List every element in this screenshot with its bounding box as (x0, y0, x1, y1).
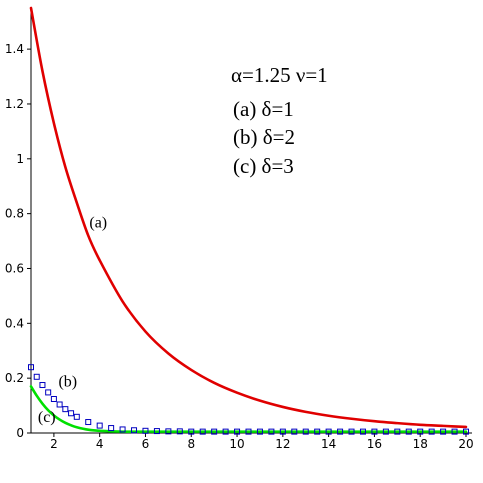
data-point (451, 428, 458, 435)
data-point (256, 428, 263, 435)
x-tick-label: 18 (413, 437, 428, 451)
data-point (33, 373, 40, 380)
data-point (314, 428, 321, 435)
x-tick-label: 10 (229, 437, 244, 451)
data-point (405, 428, 412, 435)
y-tick-label: 0.6 (5, 261, 24, 275)
series-line-c (29, 385, 468, 433)
curve-label: (c) (38, 409, 56, 426)
data-point (50, 396, 57, 402)
y-tick-label: 0.8 (5, 207, 24, 221)
x-tick-label: 6 (142, 437, 150, 451)
y-tick-label: 1.2 (5, 97, 24, 111)
data-point (234, 428, 241, 435)
data-point (394, 428, 401, 435)
data-point (268, 428, 275, 435)
y-tick-label: 1.4 (5, 42, 24, 56)
data-point (176, 428, 183, 435)
x-tick-label: 20 (458, 437, 473, 451)
data-point (62, 406, 69, 413)
data-point (382, 428, 389, 435)
data-point (165, 428, 172, 435)
x-tick-label: 16 (367, 437, 382, 451)
data-point (337, 428, 344, 435)
legend-line-params: α=1.25 ν=1 (231, 63, 328, 87)
data-point (85, 419, 92, 426)
data-point (245, 428, 252, 435)
data-point (463, 428, 469, 435)
data-point (371, 428, 378, 435)
series-a (29, 6, 468, 429)
data-point (56, 401, 63, 408)
legend-line-b: (b) δ=2 (233, 125, 295, 149)
x-tick-label: 12 (275, 437, 290, 451)
data-point (45, 389, 52, 396)
data-point (39, 382, 46, 389)
y-ticks: 0 0.2 0.4 0.6 0.8 1 1.2 1.4 (5, 42, 31, 440)
series-line-a (29, 6, 468, 429)
data-point (302, 428, 309, 435)
data-point (291, 428, 298, 435)
data-point (348, 428, 355, 435)
curve-label: (b) (58, 373, 77, 390)
data-point (211, 428, 218, 435)
data-point (28, 364, 34, 371)
series-b (28, 364, 469, 435)
data-point (325, 428, 332, 435)
x-ticks: 2 4 6 8 10 12 14 16 18 20 (50, 433, 474, 451)
y-tick-label: 0.2 (5, 371, 24, 385)
x-tick-label: 2 (50, 437, 58, 451)
data-point (73, 413, 80, 420)
data-point (359, 428, 366, 435)
data-point (153, 428, 160, 435)
data-point (188, 428, 195, 435)
x-tick-label: 8 (187, 437, 195, 451)
data-point (440, 428, 447, 435)
legend: α=1.25 ν=1 (a) δ=1 (b) δ=2 (c) δ=3 (231, 63, 328, 178)
data-point (108, 425, 115, 432)
x-tick-label: 4 (96, 437, 104, 451)
series-layer (28, 6, 469, 435)
data-point (279, 428, 286, 435)
data-point (68, 410, 75, 417)
data-point (142, 427, 149, 434)
legend-line-a: (a) δ=1 (233, 97, 294, 121)
data-point (199, 428, 206, 435)
curve-label: (a) (89, 214, 107, 231)
data-point (119, 426, 126, 433)
data-point (222, 428, 229, 435)
y-tick-label: 0 (16, 426, 24, 440)
data-point (428, 428, 435, 435)
x-tick-label: 14 (321, 437, 336, 451)
series-c (29, 385, 468, 433)
annotation-layer: (a) (b) (c) (38, 214, 107, 426)
data-point (417, 428, 424, 435)
legend-line-c: (c) δ=3 (233, 154, 294, 178)
y-tick-label: 0.4 (5, 316, 24, 330)
data-point (131, 427, 138, 434)
y-tick-label: 1 (16, 152, 24, 166)
data-point (96, 422, 103, 429)
